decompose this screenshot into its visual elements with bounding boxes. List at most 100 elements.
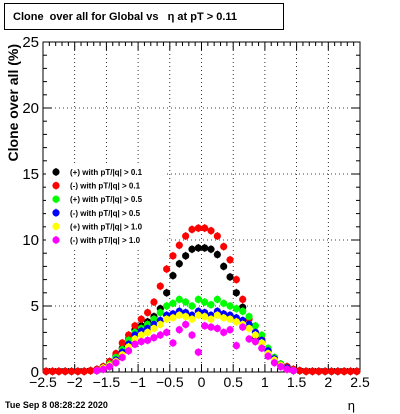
x-tick-label: 2 — [324, 374, 332, 390]
data-point — [86, 367, 95, 375]
data-point — [74, 367, 82, 375]
data-point — [150, 324, 158, 333]
data-point — [169, 252, 177, 260]
legend-marker — [52, 195, 60, 203]
data-point — [169, 272, 177, 280]
data-point — [194, 311, 202, 319]
legend-marker — [52, 222, 60, 230]
legend-label: (+) with pT/|q| > 0.1 — [70, 168, 143, 177]
legend-marker — [52, 209, 60, 217]
data-point — [207, 301, 215, 309]
data-point — [118, 339, 126, 347]
data-point — [226, 326, 234, 334]
data-point — [340, 367, 348, 375]
data-point — [264, 352, 272, 360]
data-point — [188, 315, 196, 323]
data-point — [131, 335, 139, 343]
data-point — [201, 298, 209, 306]
legend-label: (-) with pT/|q| > 0.5 — [70, 209, 141, 218]
x-tick-label: 0 — [198, 374, 206, 390]
data-point — [321, 367, 329, 375]
data-point — [150, 298, 158, 306]
data-point — [194, 244, 202, 252]
x-tick-label: −1.5 — [93, 374, 121, 390]
data-point — [213, 295, 221, 303]
y-tick-label: 15 — [22, 166, 39, 183]
data-point — [124, 347, 133, 355]
x-tick-label: −2.5 — [29, 374, 57, 390]
data-point — [163, 315, 171, 323]
data-point — [188, 225, 196, 234]
data-point — [144, 309, 152, 317]
legend-box — [46, 165, 164, 247]
data-point — [169, 314, 177, 322]
data-point — [80, 367, 88, 375]
data-point — [327, 367, 336, 375]
data-point — [163, 265, 171, 273]
data-point — [48, 367, 57, 375]
data-point — [270, 359, 279, 367]
data-point — [194, 224, 202, 232]
data-point — [42, 367, 50, 375]
data-point — [207, 227, 215, 235]
data-point — [353, 367, 361, 375]
data-point — [245, 312, 253, 321]
data-point — [194, 348, 202, 356]
data-point — [207, 323, 215, 331]
data-point — [99, 365, 107, 373]
data-point — [213, 324, 221, 333]
x-tick-label: −1 — [130, 374, 146, 390]
x-tick-label: 2.5 — [350, 374, 370, 390]
data-point — [118, 353, 126, 362]
x-axis-label: η — [348, 398, 355, 413]
data-point — [289, 367, 298, 375]
data-point — [232, 318, 240, 326]
data-point — [137, 331, 145, 339]
data-point — [156, 320, 164, 329]
data-point — [220, 328, 228, 336]
data-point — [302, 367, 310, 375]
x-tick-label: −2 — [67, 374, 83, 390]
data-point — [163, 328, 171, 336]
data-point — [315, 367, 323, 375]
data-point — [175, 326, 183, 334]
x-tick-label: −0.5 — [156, 374, 184, 390]
data-point — [175, 241, 183, 249]
data-point — [334, 367, 342, 375]
data-point — [296, 367, 304, 375]
x-tick-label: 1 — [261, 374, 269, 390]
x-tick-label: 0.5 — [223, 374, 243, 390]
y-axis-label: Clone over all (%) — [5, 44, 21, 161]
data-point — [169, 339, 177, 347]
timestamp: Tue Sep 8 08:28:22 2020 — [5, 400, 108, 410]
data-point — [201, 244, 209, 252]
data-point — [226, 302, 234, 310]
data-point — [182, 320, 190, 329]
y-tick-label: 5 — [31, 298, 39, 315]
data-point — [213, 250, 221, 259]
chart-title: Clone over all for Global vs η at pT > 0… — [4, 3, 284, 30]
data-point — [182, 252, 190, 260]
data-point — [245, 324, 253, 333]
data-point — [232, 276, 240, 284]
data-point — [239, 323, 247, 331]
data-point — [93, 367, 101, 375]
data-point — [213, 232, 221, 240]
data-point — [213, 311, 221, 319]
legend: (+) with pT/|q| > 0.1 (-) with pT/|q| > 0… — [46, 165, 164, 247]
data-point — [258, 344, 266, 352]
data-point — [239, 307, 247, 315]
data-point — [156, 331, 164, 339]
data-point — [226, 273, 234, 281]
y-tick-label: 0 — [31, 364, 39, 381]
data-point — [144, 336, 152, 344]
data-point — [163, 289, 171, 297]
data-point — [258, 339, 266, 347]
legend-marker — [52, 182, 60, 190]
y-tick-label: 10 — [22, 232, 39, 249]
data-point — [226, 315, 234, 323]
data-point — [226, 256, 234, 264]
data-point — [277, 363, 285, 371]
y-tick-label: 25 — [22, 34, 39, 51]
data-point — [239, 295, 247, 303]
